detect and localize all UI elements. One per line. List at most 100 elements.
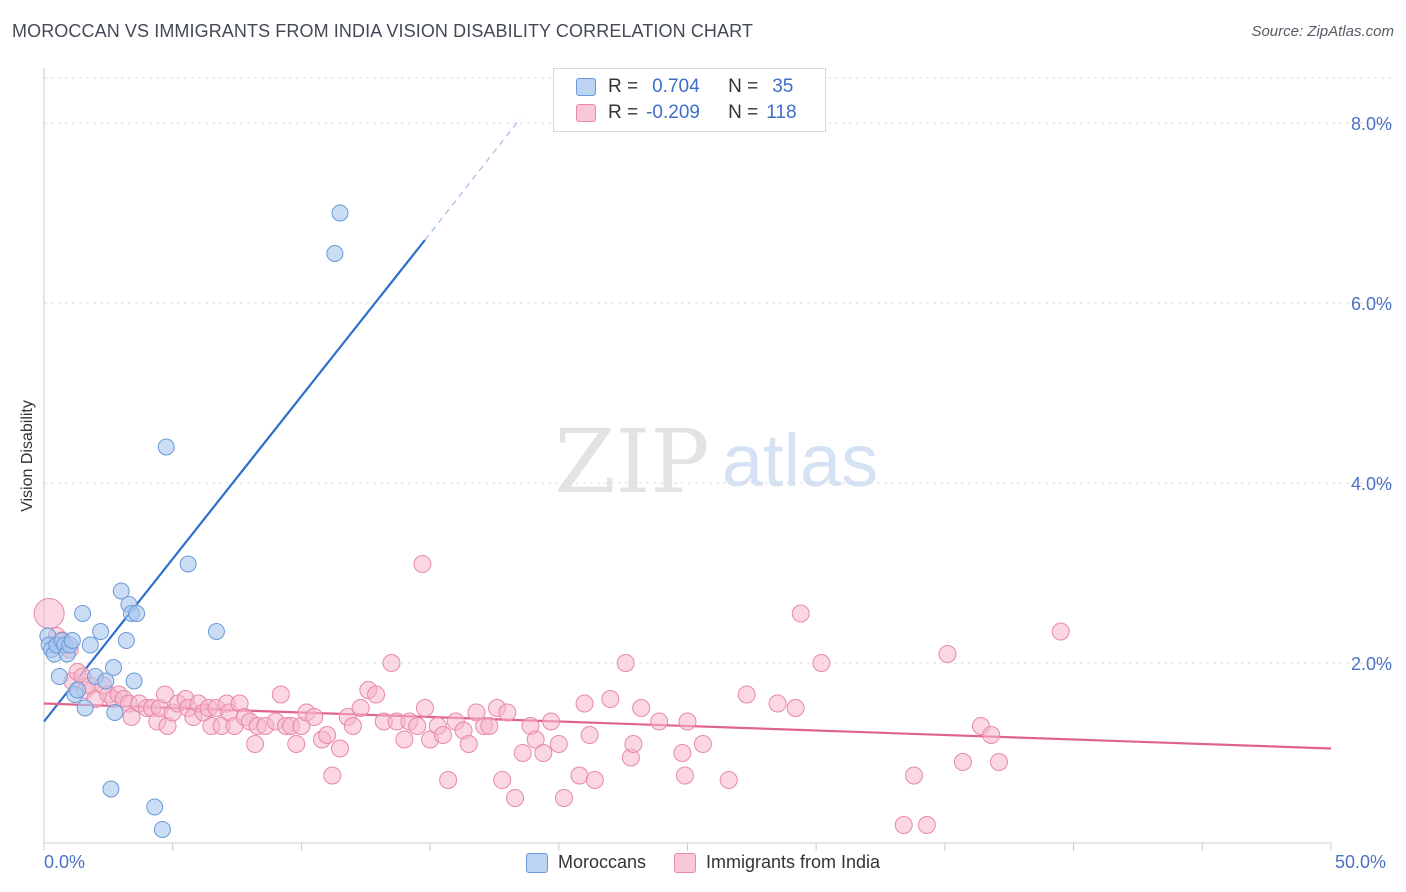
- legend-n-label: N =: [728, 76, 759, 97]
- india-point: [693, 735, 712, 753]
- moroccan-point: [146, 798, 164, 816]
- moroccan-point: [331, 204, 349, 222]
- india-point: [580, 726, 599, 744]
- moroccan-trend-extension: [424, 118, 521, 241]
- moroccan-point: [106, 704, 124, 721]
- moroccan-point: [102, 780, 120, 798]
- watermark: ZIP atlas: [554, 410, 878, 513]
- india-point: [812, 654, 831, 672]
- legend-row-india: R = -0.209 N = 118: [576, 102, 797, 124]
- legend-swatch-blue: [576, 78, 596, 96]
- moroccan-point: [63, 632, 81, 649]
- india-point: [526, 730, 545, 749]
- x-tick-min: 0.0%: [44, 852, 86, 872]
- india-point: [408, 717, 427, 735]
- india-point: [305, 708, 324, 726]
- moroccan-point: [74, 605, 92, 622]
- legend-n-value: 118: [766, 102, 797, 123]
- india-point: [982, 726, 1001, 744]
- india-point: [459, 735, 478, 753]
- india-point: [737, 685, 756, 704]
- moroccan-point: [92, 623, 110, 640]
- legend-r-value: 0.704: [652, 76, 700, 97]
- india-point: [678, 712, 697, 731]
- india-point: [650, 712, 669, 731]
- india-point: [439, 771, 458, 789]
- moroccan-point: [81, 636, 99, 654]
- india-point: [33, 598, 65, 629]
- india-point: [506, 789, 525, 807]
- moroccan-points: [39, 204, 349, 838]
- source-credit: Source: ZipAtlas.com: [1251, 23, 1394, 40]
- india-point: [616, 654, 635, 672]
- series-legend-india: Immigrants from India: [673, 852, 881, 873]
- india-point: [989, 753, 1008, 771]
- india-point: [953, 753, 972, 771]
- india-point: [917, 816, 936, 834]
- india-point: [271, 685, 290, 704]
- india-point: [343, 717, 362, 735]
- india-point: [480, 717, 499, 735]
- y-tick-label: 8.0%: [1351, 114, 1392, 134]
- india-point: [534, 744, 553, 762]
- series-label-india: Immigrants from India: [705, 852, 881, 872]
- moroccan-point: [153, 821, 171, 838]
- series-legend: Moroccans Immigrants from India: [0, 852, 1406, 873]
- india-point: [601, 690, 620, 708]
- india-point: [673, 744, 692, 762]
- legend-r-label: R =: [608, 102, 639, 123]
- stats-legend: R = 0.704 N = 35 R = -0.209 N = 118: [553, 68, 826, 132]
- india-point: [719, 771, 738, 789]
- india-point: [433, 726, 452, 744]
- india-point: [632, 699, 651, 717]
- india-point: [287, 735, 306, 753]
- india-point: [323, 766, 342, 785]
- india-point: [938, 645, 957, 663]
- watermark-atlas: atlas: [722, 419, 878, 502]
- india-point: [624, 735, 643, 753]
- india-point: [575, 694, 594, 713]
- legend-row-moroccans: R = 0.704 N = 35: [576, 76, 793, 98]
- moroccan-point: [76, 699, 94, 717]
- india-point: [382, 654, 401, 672]
- india-point: [467, 703, 486, 722]
- moroccan-point: [68, 681, 86, 699]
- watermark-zip: ZIP: [554, 410, 709, 513]
- x-tick-max: 50.0%: [1335, 852, 1387, 872]
- india-point: [894, 816, 913, 834]
- y-tick-labels: 2.0% 4.0% 6.0% 8.0%: [1351, 114, 1392, 674]
- india-point: [786, 699, 805, 717]
- series-label-moroccans: Moroccans: [557, 852, 646, 872]
- india-point: [675, 766, 694, 785]
- legend-r-value: -0.209: [646, 102, 700, 123]
- axes: [43, 68, 1332, 851]
- india-point: [570, 766, 589, 785]
- legend-n-value: 35: [772, 76, 794, 97]
- india-point: [554, 789, 573, 807]
- india-point: [367, 685, 386, 704]
- india-point: [351, 699, 370, 717]
- india-point: [415, 699, 434, 717]
- series-swatch-blue: [525, 852, 548, 873]
- india-point: [513, 744, 532, 762]
- india-point: [246, 735, 265, 753]
- y-tick-label: 2.0%: [1351, 654, 1392, 674]
- moroccan-point: [179, 555, 197, 573]
- moroccan-point: [207, 623, 225, 640]
- india-point: [498, 703, 517, 722]
- india-point: [542, 712, 561, 731]
- moroccan-point: [157, 438, 175, 456]
- moroccan-point: [104, 659, 122, 676]
- legend-r-label: R =: [608, 76, 639, 97]
- india-point: [493, 771, 512, 789]
- india-point: [155, 685, 174, 704]
- series-legend-moroccans: Moroccans: [525, 852, 646, 873]
- y-tick-label: 4.0%: [1351, 474, 1392, 494]
- moroccan-point: [50, 668, 68, 685]
- india-point: [585, 771, 604, 789]
- gridlines: [44, 77, 1392, 664]
- y-tick-label: 6.0%: [1351, 294, 1392, 314]
- india-point: [395, 730, 414, 749]
- legend-swatch-pink: [576, 104, 596, 122]
